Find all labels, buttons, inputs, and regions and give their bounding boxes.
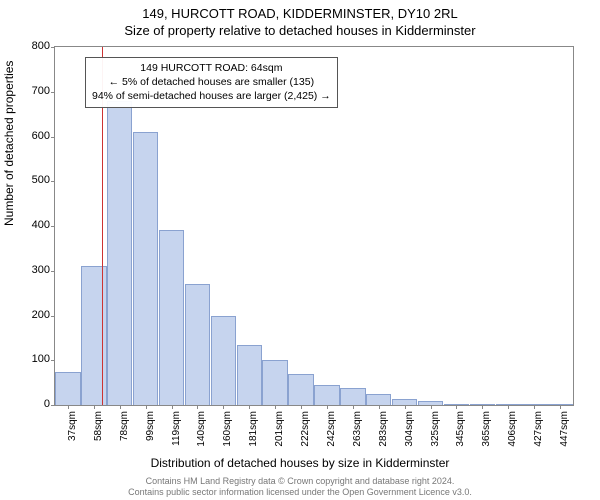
ytick-mark: [51, 92, 55, 93]
bar: [159, 230, 184, 405]
xtick-label: 58sqm: [93, 411, 104, 451]
xtick-mark: [197, 405, 198, 409]
xtick-label: 160sqm: [222, 411, 233, 451]
xtick-mark: [68, 405, 69, 409]
xtick-label: 222sqm: [300, 411, 311, 451]
chart-plot-area: 149 HURCOTT ROAD: 64sqm ← 5% of detached …: [54, 46, 574, 406]
bar: [211, 316, 236, 406]
xtick-label: 427sqm: [533, 411, 544, 451]
bar: [237, 345, 262, 405]
bar: [133, 132, 158, 405]
xtick-label: 406sqm: [507, 411, 518, 451]
xtick-mark: [172, 405, 173, 409]
annotation-line-3: 94% of semi-detached houses are larger (…: [92, 90, 331, 102]
xtick-mark: [223, 405, 224, 409]
annotation-line-1: 149 HURCOTT ROAD: 64sqm: [140, 62, 282, 74]
ytick-mark: [51, 360, 55, 361]
bar: [81, 266, 106, 405]
ytick-label: 0: [20, 398, 50, 410]
y-axis-label: Number of detached properties: [2, 61, 16, 226]
ytick-mark: [51, 316, 55, 317]
xtick-mark: [456, 405, 457, 409]
ytick-label: 400: [20, 219, 50, 231]
chart-subtitle: Size of property relative to detached ho…: [0, 23, 600, 40]
xtick-label: 140sqm: [196, 411, 207, 451]
xtick-label: 283sqm: [378, 411, 389, 451]
xtick-mark: [275, 405, 276, 409]
xtick-label: 242sqm: [326, 411, 337, 451]
xtick-label: 365sqm: [481, 411, 492, 451]
bar: [55, 372, 80, 405]
xtick-label: 447sqm: [559, 411, 570, 451]
attribution-line-2: Contains public sector information licen…: [128, 487, 472, 497]
bar: [366, 394, 391, 405]
xtick-mark: [327, 405, 328, 409]
attribution-line-1: Contains HM Land Registry data © Crown c…: [146, 476, 455, 486]
xtick-label: 37sqm: [67, 411, 78, 451]
ytick-mark: [51, 47, 55, 48]
x-axis-label: Distribution of detached houses by size …: [0, 456, 600, 470]
annotation-box: 149 HURCOTT ROAD: 64sqm ← 5% of detached …: [85, 57, 338, 108]
xtick-mark: [534, 405, 535, 409]
bar: [288, 374, 313, 405]
ytick-mark: [51, 271, 55, 272]
xtick-mark: [482, 405, 483, 409]
xtick-mark: [379, 405, 380, 409]
ytick-mark: [51, 226, 55, 227]
xtick-mark: [431, 405, 432, 409]
bar: [340, 388, 365, 405]
xtick-mark: [508, 405, 509, 409]
xtick-mark: [120, 405, 121, 409]
attribution-text: Contains HM Land Registry data © Crown c…: [0, 476, 600, 498]
xtick-label: 304sqm: [404, 411, 415, 451]
xtick-label: 99sqm: [145, 411, 156, 451]
xtick-mark: [353, 405, 354, 409]
bar: [185, 284, 210, 405]
ytick-label: 300: [20, 264, 50, 276]
bar: [107, 101, 132, 405]
xtick-label: 119sqm: [171, 411, 182, 451]
xtick-label: 345sqm: [455, 411, 466, 451]
xtick-label: 325sqm: [430, 411, 441, 451]
bar: [314, 385, 339, 405]
xtick-mark: [560, 405, 561, 409]
xtick-label: 78sqm: [119, 411, 130, 451]
ytick-mark: [51, 137, 55, 138]
ytick-label: 600: [20, 130, 50, 142]
xtick-label: 263sqm: [352, 411, 363, 451]
xtick-mark: [405, 405, 406, 409]
xtick-mark: [249, 405, 250, 409]
ytick-label: 800: [20, 40, 50, 52]
xtick-label: 181sqm: [248, 411, 259, 451]
xtick-label: 201sqm: [274, 411, 285, 451]
ytick-label: 700: [20, 85, 50, 97]
ytick-label: 500: [20, 174, 50, 186]
ytick-label: 200: [20, 309, 50, 321]
xtick-mark: [94, 405, 95, 409]
ytick-mark: [51, 181, 55, 182]
bar: [262, 360, 287, 405]
annotation-line-2: ← 5% of detached houses are smaller (135…: [109, 76, 314, 88]
chart-title: 149, HURCOTT ROAD, KIDDERMINSTER, DY10 2…: [0, 0, 600, 23]
ytick-mark: [51, 405, 55, 406]
xtick-mark: [146, 405, 147, 409]
xtick-mark: [301, 405, 302, 409]
ytick-label: 100: [20, 353, 50, 365]
